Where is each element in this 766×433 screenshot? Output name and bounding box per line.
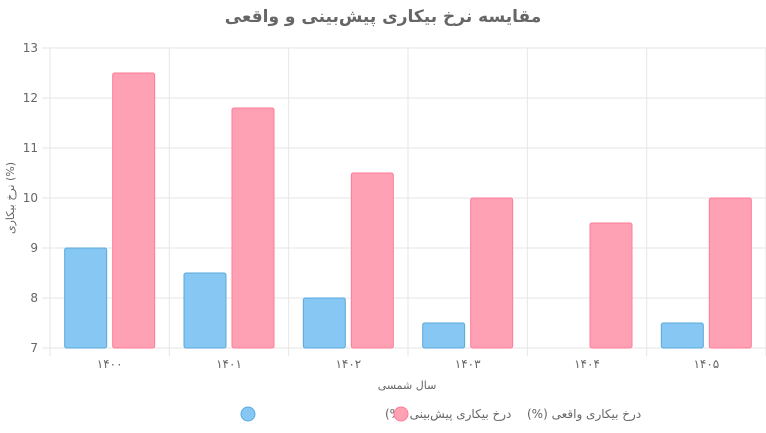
legend[interactable]: درخ بیکاری پیش‌بینی (%) درخ بیکاری واقعی …	[240, 406, 641, 422]
y-tick-label: 7	[30, 341, 38, 355]
bar-actual	[708, 197, 752, 349]
bar-actual	[470, 197, 514, 349]
x-tick-label: ۱۴۰۰	[97, 357, 123, 371]
legend-label-actual: درخ بیکاری واقعی (%)	[527, 407, 641, 422]
y-axis-title: نرخ بیکاری (%)	[4, 162, 17, 234]
ticks-layer: 7 8 9 10 11 12 13 ۱۴۰۰ ۱۴۰۱ ۱۴۰۲ ۱۴۰۳ ۱۴۰۴ ۱۴۰۵	[23, 41, 720, 371]
bars-layer	[64, 72, 752, 349]
grid-layer	[42, 47, 766, 356]
bar-predicted	[302, 297, 346, 349]
bar-predicted	[64, 247, 108, 349]
bar-predicted	[422, 322, 466, 349]
bar-predicted	[660, 322, 704, 349]
x-tick-label: ۱۴۰۱	[216, 357, 242, 371]
bar-actual	[350, 172, 394, 349]
y-tick-label: 11	[23, 141, 38, 155]
bar-actual	[589, 222, 633, 349]
bar-actual	[112, 72, 156, 349]
bar-predicted	[183, 272, 227, 349]
legend-label-predicted: درخ بیکاری پیش‌بینی (%)	[385, 407, 511, 422]
y-tick-label: 10	[23, 191, 38, 205]
x-tick-label: ۱۴۰۳	[455, 357, 481, 371]
y-tick-label: 8	[30, 291, 38, 305]
bar-actual	[231, 107, 275, 349]
x-axis-title: سال شمسی	[378, 379, 437, 392]
x-tick-label: ۱۴۰۵	[693, 357, 719, 371]
y-tick-label: 12	[23, 91, 38, 105]
x-tick-label: ۱۴۰۴	[574, 357, 600, 371]
legend-swatch-predicted	[240, 406, 256, 422]
chart-title: مقایسه نرخ بیکاری پیش‌بینی و واقعی	[225, 7, 542, 27]
x-tick-label: ۱۴۰۲	[335, 357, 361, 371]
legend-swatch-actual	[393, 406, 409, 422]
y-tick-label: 9	[30, 241, 38, 255]
y-tick-label: 13	[23, 41, 38, 55]
